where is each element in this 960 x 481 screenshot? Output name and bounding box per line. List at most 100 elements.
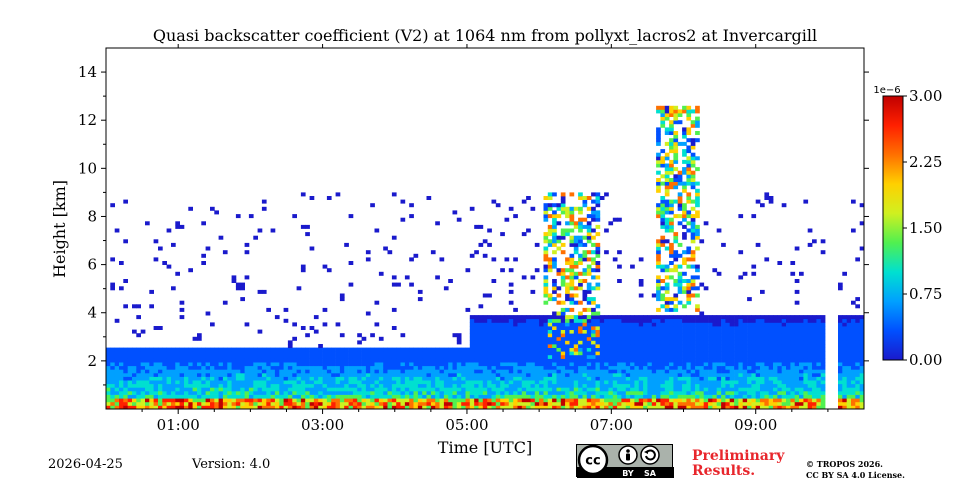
heatmap-cell: [270, 362, 276, 367]
heatmap-cell: [422, 380, 427, 385]
heatmap-cell: [530, 376, 536, 381]
heatmap-cell: [751, 354, 757, 359]
heatmap-cell: [842, 347, 847, 352]
heatmap-cell: [482, 369, 488, 374]
heatmap-cell: [339, 380, 345, 385]
heatmap-cell: [166, 347, 172, 352]
heatmap-cell: [474, 390, 479, 395]
heatmap-cell: [734, 362, 739, 367]
heatmap-cell: [660, 380, 666, 385]
heatmap-cell: [660, 351, 666, 356]
heatmap-cell: [171, 358, 176, 363]
heatmap-cell: [794, 380, 800, 385]
heatmap-cell: [816, 351, 822, 356]
heatmap-cell: [699, 398, 705, 403]
heatmap-cell: [556, 203, 562, 208]
license-badge[interactable]: cc BY SA: [576, 444, 674, 478]
heatmap-cell: [331, 398, 336, 403]
heatmap-cell: [569, 390, 575, 395]
heatmap-cell: [313, 362, 319, 367]
heatmap-cell: [504, 401, 510, 406]
heatmap-cell: [227, 401, 232, 406]
heatmap-cell: [257, 351, 263, 356]
heatmap-cell: [361, 369, 367, 374]
heatmap-cell: [197, 383, 202, 388]
heatmap-cell: [569, 242, 575, 247]
heatmap-cell: [370, 405, 375, 409]
heatmap-cell: [747, 333, 752, 338]
heatmap-cell: [560, 351, 566, 356]
heatmap-cell: [132, 347, 137, 352]
heatmap-cell: [669, 326, 674, 330]
heatmap-cell: [686, 149, 692, 154]
heatmap-cell: [495, 380, 501, 385]
heatmap-cell: [760, 390, 765, 395]
heatmap-cell: [686, 116, 692, 121]
heatmap-cell: [409, 362, 414, 367]
heatmap-cell: [660, 221, 666, 226]
heatmap-cell: [599, 326, 605, 330]
heatmap-cell: [162, 387, 167, 392]
heatmap-cell: [608, 351, 614, 356]
heatmap-cell: [370, 358, 375, 363]
heatmap-cell: [604, 322, 609, 327]
heatmap-cell: [491, 376, 497, 381]
heatmap-cell: [773, 318, 778, 323]
heatmap-cell: [664, 181, 670, 186]
heatmap-cell: [608, 369, 614, 374]
heatmap-cell: [539, 365, 544, 370]
heatmap-cell: [188, 405, 193, 409]
heatmap-cell: [513, 398, 518, 403]
heatmap-cell: [443, 362, 449, 367]
heatmap-cell: [140, 329, 146, 334]
heatmap-cell: [708, 405, 713, 409]
heatmap-cell: [266, 354, 271, 359]
heatmap-cell: [266, 372, 271, 377]
heatmap-cell: [695, 354, 700, 359]
heatmap-cell: [188, 347, 193, 352]
heatmap-cell: [591, 307, 596, 312]
heatmap-cell: [595, 354, 601, 359]
heatmap-cell: [188, 268, 193, 273]
heatmap-cell: [682, 405, 687, 409]
heatmap-cell: [504, 315, 510, 320]
heatmap-cell: [820, 376, 826, 381]
heatmap-cell: [816, 365, 822, 370]
heatmap-cell: [296, 347, 302, 352]
heatmap-cell: [586, 307, 592, 312]
heatmap-cell: [591, 401, 596, 406]
heatmap-cell: [838, 354, 843, 359]
heatmap-cell: [300, 376, 306, 381]
heatmap-cell: [595, 333, 601, 338]
heatmap-cell: [686, 380, 692, 385]
heatmap-cell: [669, 185, 674, 190]
heatmap-cell: [638, 326, 644, 330]
heatmap-cell: [859, 340, 864, 345]
heatmap-cell: [309, 365, 315, 370]
heatmap-cell: [786, 401, 791, 406]
heatmap-cell: [729, 398, 735, 403]
heatmap-cell: [469, 372, 475, 377]
heatmap-cell: [859, 344, 864, 348]
heatmap-cell: [110, 372, 115, 377]
heatmap-cell: [426, 354, 432, 359]
heatmap-cell: [201, 365, 206, 370]
heatmap-cell: [114, 365, 120, 370]
heatmap-cell: [313, 405, 319, 409]
heatmap-cell: [842, 390, 847, 395]
heatmap-cell: [699, 282, 705, 287]
heatmap-cell: [682, 206, 687, 211]
heatmap-cell: [716, 336, 722, 341]
heatmap-cell: [132, 380, 137, 385]
heatmap-cell: [565, 344, 570, 348]
heatmap-cell: [582, 354, 588, 359]
heatmap-cell: [625, 394, 631, 399]
heatmap-cell: [565, 390, 570, 395]
heatmap-cell: [764, 376, 770, 381]
heatmap-cell: [859, 380, 864, 385]
heatmap-cell: [439, 354, 445, 359]
cc-label: cc: [585, 454, 600, 469]
heatmap-cell: [582, 250, 588, 255]
y-tick-label: 6: [87, 256, 97, 274]
heatmap-cell: [106, 347, 111, 352]
